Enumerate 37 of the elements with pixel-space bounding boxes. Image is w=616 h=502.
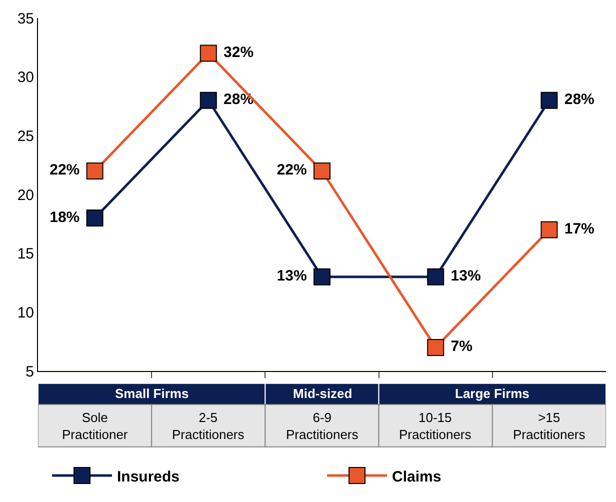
y-tick-label: 35: [17, 10, 34, 28]
point: [540, 92, 558, 109]
y-tick-label: 30: [17, 69, 34, 86]
data-label: 17%: [560, 220, 599, 238]
point: [200, 44, 217, 62]
legend-label: Claims: [392, 468, 442, 486]
point: [540, 221, 558, 238]
x-tick-label: >15 Practitioners: [513, 410, 586, 442]
data-label: 7%: [446, 338, 477, 356]
legend-label: Insureds: [117, 468, 180, 486]
point: [427, 268, 444, 286]
data-label: 13%: [272, 268, 311, 285]
point: [314, 268, 330, 286]
point: [314, 162, 330, 180]
data-label: 22%: [272, 162, 311, 179]
x-tick-label: 2-5 Practitioners: [172, 410, 245, 442]
data-label: 28%: [560, 91, 599, 108]
text: Large Firms: [455, 386, 530, 401]
data-label: 28%: [219, 91, 258, 108]
x-tick-label: 6-9 Practitioners: [286, 410, 359, 442]
point: [86, 210, 104, 227]
y-tick-label: 20: [17, 186, 34, 204]
data-label: 32%: [219, 44, 258, 62]
y-tick-label: 10: [17, 304, 34, 322]
y-tick-label: 5: [26, 363, 34, 380]
point: [86, 162, 104, 180]
x-tick-label: 10-15 Practitioners: [399, 410, 472, 442]
point: [200, 92, 217, 109]
text: Mid-sized: [293, 386, 352, 401]
x-tick-label: Sole Practitioner: [62, 410, 128, 442]
y-tick-label: 15: [17, 246, 34, 263]
data-label: 22%: [45, 162, 84, 179]
data-label: 13%: [446, 268, 485, 285]
text: Small Firms: [115, 386, 189, 401]
point: [427, 338, 444, 356]
y-tick-label: 25: [17, 128, 34, 145]
data-label: 18%: [45, 208, 84, 226]
